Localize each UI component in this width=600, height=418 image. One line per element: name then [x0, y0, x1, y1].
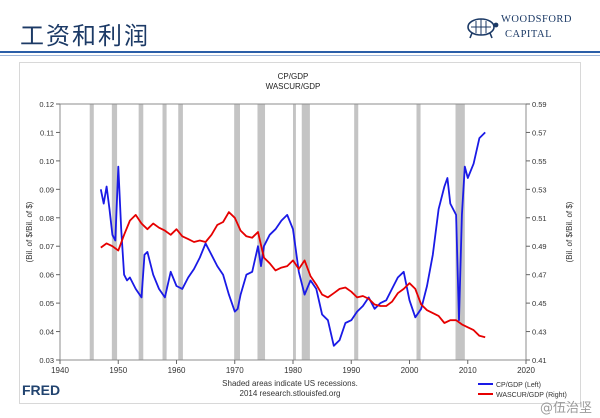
x-tick-label: 1950: [109, 366, 127, 375]
y-left-tick-label: 0.10: [39, 157, 54, 166]
legend-label-wascur: WASCUR/GDP (Right): [496, 392, 567, 399]
axis-ticks: 1940 1950 1960 1970 1980 1990 2000 2010 2020 0.03…: [39, 100, 546, 375]
chart-title: CP/GDP: [278, 72, 309, 81]
x-tick-label: 2000: [401, 366, 419, 375]
y-right-tick-label: 0.45: [532, 299, 547, 308]
y-right-tick-label: 0.41: [532, 356, 547, 365]
y-right-tick-label: 0.51: [532, 214, 547, 223]
chart-frame: 1940 1950 1960 1970 1980 1990 2000 2010 2020 0.03…: [19, 62, 581, 404]
y-right-tick-label: 0.57: [532, 128, 547, 137]
recession-band: [234, 104, 240, 360]
y-right-tick-label: 0.49: [532, 242, 547, 251]
recession-band: [89, 104, 94, 360]
footer-recessions-note: Shaded areas indicate US recessions.: [222, 379, 358, 388]
footer-source: 2014 research.stlouisfed.org: [240, 389, 341, 398]
x-tick-label: 2010: [459, 366, 477, 375]
y-right-tick-label: 0.53: [532, 185, 547, 194]
header-rule: [0, 51, 600, 53]
y-left-tick-label: 0.09: [39, 185, 54, 194]
y-axis-label-left: (Bil. of $/Bil. of $): [25, 201, 34, 262]
y-right-tick-label: 0.55: [532, 157, 547, 166]
series-line-wascur-gdp: [100, 211, 486, 339]
x-tick-label: 2020: [517, 366, 535, 375]
woodsford-logo: WOODSFORD CAPITAL: [463, 10, 588, 44]
x-tick-label: 1960: [168, 366, 186, 375]
legend: CP/GDP (Left) WASCUR/GDP (Right): [478, 382, 567, 399]
y-axis-label-right: (Bil. of $/Bil. of $): [565, 201, 574, 262]
recession-band: [257, 104, 266, 360]
x-tick-label: 1970: [226, 366, 244, 375]
legend-label-cp: CP/GDP (Left): [496, 382, 541, 389]
recession-band: [301, 104, 310, 360]
y-left-tick-label: 0.05: [39, 299, 54, 308]
x-tick-label: 1990: [342, 366, 360, 375]
y-left-tick-label: 0.03: [39, 356, 54, 365]
fred-logo: FRED: [22, 382, 61, 398]
logo-line2: CAPITAL: [505, 29, 552, 40]
chart-subtitle: WASCUR/GDP: [266, 82, 321, 91]
y-left-tick-label: 0.11: [40, 128, 54, 137]
recession-band: [416, 104, 421, 360]
y-right-tick-label: 0.47: [532, 271, 547, 280]
tortoise-icon: [467, 18, 499, 39]
y-right-tick-label: 0.43: [532, 328, 547, 337]
header-rule-thin: [0, 55, 600, 56]
x-tick-label: 1980: [284, 366, 302, 375]
recession-band: [178, 104, 183, 360]
y-right-tick-label: 0.59: [532, 100, 547, 109]
y-left-tick-label: 0.04: [39, 328, 54, 337]
series-lines: [99, 131, 486, 347]
recession-band: [162, 104, 167, 360]
recession-band: [354, 104, 359, 360]
y-left-tick-label: 0.07: [39, 242, 54, 251]
x-tick-label: 1940: [51, 366, 69, 375]
recession-band: [111, 104, 118, 360]
recession-band: [138, 104, 144, 360]
chart-svg: 1940 1950 1960 1970 1980 1990 2000 2010 2020 0.03…: [25, 72, 574, 399]
y-left-tick-label: 0.06: [39, 271, 54, 280]
recession-band: [293, 104, 296, 360]
recession-band: [455, 104, 465, 360]
watermark: @伍治坚: [539, 401, 592, 416]
logo-line1: WOODSFORD: [501, 14, 573, 25]
y-left-tick-label: 0.08: [39, 214, 54, 223]
recession-shading: [89, 104, 465, 360]
y-left-tick-label: 0.12: [39, 100, 54, 109]
series-line-cp-gdp: [99, 131, 486, 347]
slide-title: 工资和利润: [20, 22, 150, 50]
